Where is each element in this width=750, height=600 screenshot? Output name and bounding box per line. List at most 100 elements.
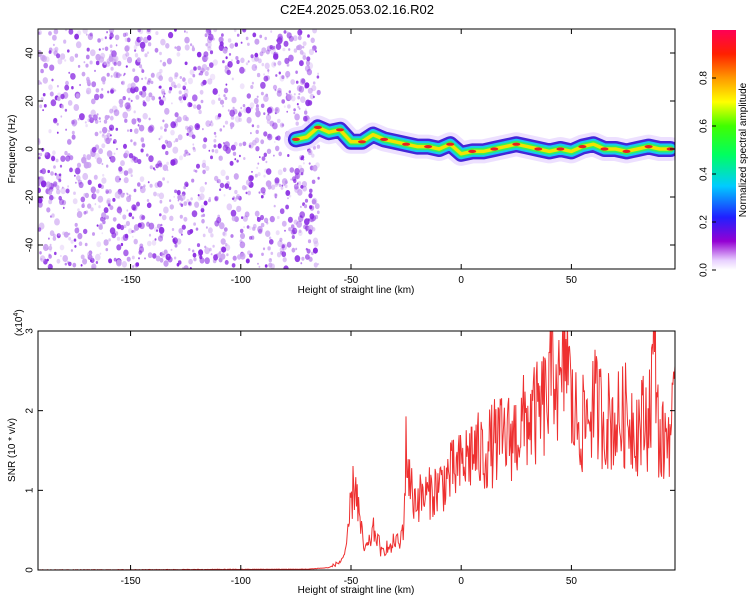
noise-speck bbox=[284, 184, 288, 189]
noise-speck bbox=[85, 87, 92, 95]
noise-speck bbox=[129, 194, 132, 198]
noise-speck bbox=[293, 183, 299, 190]
noise-speck bbox=[193, 222, 197, 226]
noise-speck bbox=[306, 56, 311, 62]
noise-speck bbox=[155, 31, 159, 36]
noise-speck bbox=[173, 256, 177, 260]
noise-speck bbox=[153, 191, 157, 197]
noise-speck bbox=[56, 131, 59, 134]
noise-speck bbox=[202, 169, 206, 175]
noise-speck bbox=[203, 80, 207, 85]
signal-peak bbox=[402, 142, 411, 146]
noise-speck bbox=[239, 252, 246, 260]
noise-speck bbox=[162, 119, 165, 123]
noise-speck bbox=[283, 40, 289, 47]
noise-speck bbox=[130, 82, 136, 89]
noise-speck bbox=[159, 59, 162, 63]
noise-speck bbox=[284, 229, 286, 232]
noise-speck bbox=[225, 56, 228, 60]
noise-speck bbox=[270, 263, 275, 269]
colorbar: 0.0 0.2 0.4 0.6 0.8 Normalized spectral ampl… bbox=[699, 30, 749, 277]
noise-speck bbox=[263, 152, 267, 157]
noise-speck bbox=[124, 103, 127, 107]
noise-speck bbox=[155, 255, 161, 262]
noise-speck bbox=[232, 255, 237, 261]
noise-speck bbox=[305, 60, 311, 66]
noise-speck bbox=[250, 132, 252, 135]
noise-speck bbox=[226, 253, 229, 257]
noise-speck bbox=[161, 214, 167, 221]
noise-speck bbox=[287, 104, 291, 109]
noise-speck bbox=[198, 249, 204, 256]
noise-speck bbox=[286, 76, 289, 79]
noise-speck bbox=[179, 214, 183, 219]
noise-speck bbox=[251, 81, 254, 85]
noise-speck bbox=[145, 95, 151, 102]
noise-speck bbox=[243, 157, 246, 160]
noise-speck bbox=[247, 42, 250, 46]
noise-speck bbox=[104, 36, 107, 40]
signal-peak bbox=[556, 147, 565, 151]
noise-speck bbox=[58, 173, 62, 177]
noise-speck bbox=[107, 90, 110, 94]
noise-speck bbox=[277, 215, 280, 220]
noise-speck bbox=[302, 162, 305, 165]
noise-speck bbox=[302, 45, 305, 49]
noise-speck bbox=[303, 115, 308, 122]
noise-speck bbox=[73, 168, 76, 172]
noise-speck bbox=[130, 157, 135, 163]
signal-peak bbox=[534, 147, 543, 151]
noise-speck bbox=[157, 180, 163, 188]
snr-scale-prefix: (x10 bbox=[14, 316, 25, 336]
noise-speck bbox=[39, 251, 42, 255]
noise-speck bbox=[243, 226, 246, 229]
noise-speck bbox=[197, 195, 202, 201]
noise-speck bbox=[254, 52, 259, 58]
noise-speck bbox=[109, 155, 116, 163]
noise-speck bbox=[74, 53, 79, 58]
noise-speck bbox=[144, 53, 148, 58]
signal-peak bbox=[358, 140, 366, 144]
noise-speck bbox=[267, 185, 272, 190]
noise-speck bbox=[188, 258, 193, 265]
noise-speck bbox=[60, 115, 63, 118]
noise-speck bbox=[108, 258, 113, 264]
noise-speck bbox=[222, 141, 225, 145]
noise-speck bbox=[99, 93, 104, 99]
noise-speck bbox=[230, 144, 236, 151]
noise-speck bbox=[50, 99, 57, 107]
noise-speck bbox=[69, 56, 75, 62]
noise-speck bbox=[289, 167, 295, 173]
noise-speck bbox=[54, 218, 60, 226]
noise-speck bbox=[205, 43, 208, 47]
noise-speck bbox=[81, 156, 87, 164]
noise-speck bbox=[62, 206, 65, 210]
noise-speck bbox=[98, 224, 103, 230]
noise-speck bbox=[316, 75, 320, 79]
noise-speck bbox=[285, 204, 289, 210]
noise-speck bbox=[233, 29, 237, 33]
noise-speck bbox=[119, 73, 122, 77]
noise-speck bbox=[159, 252, 163, 257]
noise-speck bbox=[126, 56, 133, 64]
noise-speck bbox=[299, 211, 306, 219]
noise-speck bbox=[120, 224, 125, 231]
noise-speck bbox=[218, 36, 224, 43]
noise-speck bbox=[96, 224, 99, 227]
noise-speck bbox=[202, 143, 207, 149]
noise-speck bbox=[201, 162, 207, 169]
noise-speck bbox=[173, 140, 176, 143]
noise-speck bbox=[223, 94, 226, 98]
noise-speck bbox=[308, 193, 313, 199]
noise-speck bbox=[62, 255, 68, 262]
noise-speck bbox=[98, 117, 101, 120]
noise-speck bbox=[304, 84, 308, 89]
noise-speck bbox=[274, 89, 277, 92]
noise-speck bbox=[159, 213, 162, 217]
noise-speck bbox=[38, 139, 41, 144]
noise-speck bbox=[176, 116, 182, 123]
noise-speck bbox=[139, 222, 145, 230]
noise-speck bbox=[268, 106, 274, 114]
noise-speck bbox=[201, 218, 205, 224]
noise-speck bbox=[302, 158, 305, 161]
